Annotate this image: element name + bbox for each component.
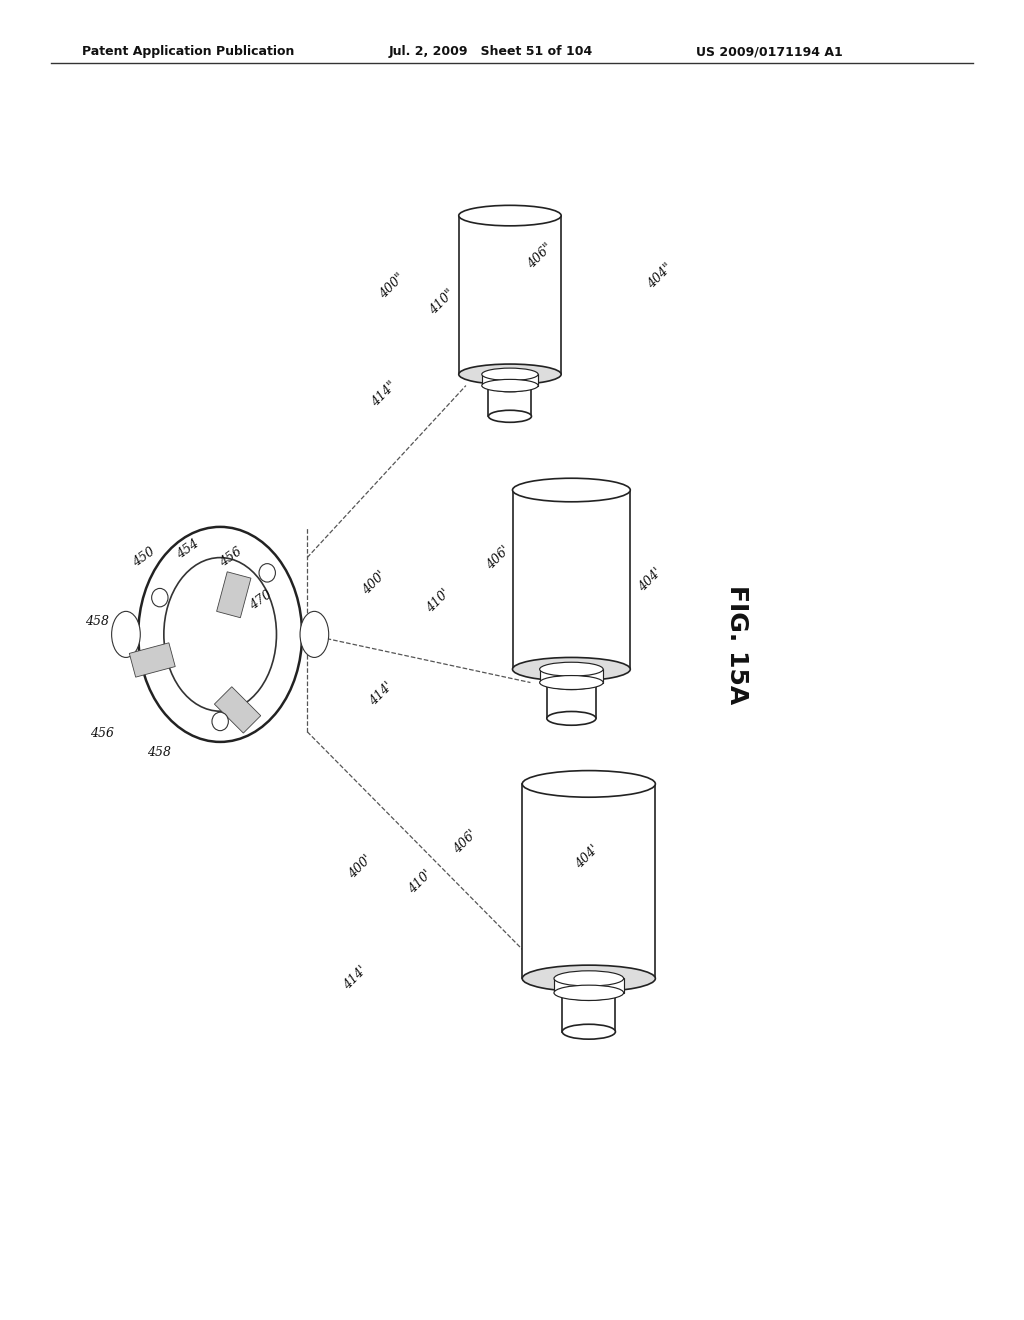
Bar bbox=[562, 993, 615, 1032]
Ellipse shape bbox=[562, 1024, 615, 1039]
Bar bbox=[488, 385, 531, 416]
Bar bbox=[522, 784, 655, 978]
Text: 400': 400' bbox=[346, 853, 375, 882]
Ellipse shape bbox=[547, 711, 596, 725]
Ellipse shape bbox=[481, 379, 539, 392]
Ellipse shape bbox=[212, 713, 228, 731]
Bar bbox=[217, 572, 251, 618]
Bar bbox=[513, 490, 631, 669]
Text: 404': 404' bbox=[636, 566, 665, 594]
Text: 414': 414' bbox=[367, 680, 395, 708]
Text: FIG. 15A: FIG. 15A bbox=[725, 585, 750, 705]
Text: 450: 450 bbox=[130, 545, 157, 570]
Text: 406': 406' bbox=[451, 828, 479, 857]
Bar bbox=[481, 375, 539, 385]
Text: 456: 456 bbox=[217, 545, 244, 570]
Text: Patent Application Publication: Patent Application Publication bbox=[82, 45, 294, 58]
Text: Jul. 2, 2009   Sheet 51 of 104: Jul. 2, 2009 Sheet 51 of 104 bbox=[389, 45, 593, 58]
Ellipse shape bbox=[522, 771, 655, 797]
Text: 470: 470 bbox=[248, 589, 274, 612]
Ellipse shape bbox=[300, 611, 329, 657]
Ellipse shape bbox=[459, 206, 561, 226]
Ellipse shape bbox=[488, 380, 531, 392]
Text: 406": 406" bbox=[524, 240, 555, 271]
Ellipse shape bbox=[513, 478, 631, 502]
Ellipse shape bbox=[152, 589, 168, 607]
Bar bbox=[547, 682, 596, 718]
Text: 454: 454 bbox=[174, 537, 201, 561]
Bar bbox=[459, 215, 561, 375]
Bar bbox=[129, 643, 175, 677]
Text: 410': 410' bbox=[406, 869, 434, 896]
Ellipse shape bbox=[112, 611, 140, 657]
Ellipse shape bbox=[554, 985, 624, 1001]
Ellipse shape bbox=[164, 557, 276, 711]
Text: 406': 406' bbox=[484, 544, 513, 572]
Ellipse shape bbox=[540, 663, 603, 676]
Bar bbox=[214, 686, 261, 733]
Ellipse shape bbox=[554, 970, 624, 986]
Ellipse shape bbox=[488, 411, 531, 422]
Text: 458: 458 bbox=[85, 615, 110, 627]
Text: 400": 400" bbox=[377, 271, 408, 301]
Text: 410': 410' bbox=[424, 586, 453, 615]
Text: 456: 456 bbox=[90, 727, 115, 741]
Bar bbox=[554, 978, 624, 993]
Ellipse shape bbox=[481, 368, 539, 380]
Ellipse shape bbox=[522, 965, 655, 991]
Text: 414': 414' bbox=[341, 964, 370, 991]
Text: 400': 400' bbox=[359, 569, 388, 598]
Ellipse shape bbox=[513, 657, 631, 681]
Text: 458: 458 bbox=[146, 746, 171, 759]
Ellipse shape bbox=[540, 676, 603, 689]
Ellipse shape bbox=[459, 364, 561, 384]
Text: US 2009/0171194 A1: US 2009/0171194 A1 bbox=[696, 45, 843, 58]
Text: 404": 404" bbox=[645, 261, 676, 292]
Ellipse shape bbox=[259, 564, 275, 582]
Bar bbox=[540, 669, 603, 682]
Text: 404': 404' bbox=[572, 842, 601, 871]
Ellipse shape bbox=[138, 527, 302, 742]
Text: 414": 414" bbox=[369, 379, 399, 409]
Ellipse shape bbox=[562, 985, 615, 1001]
Ellipse shape bbox=[547, 676, 596, 689]
Text: 410": 410" bbox=[427, 286, 458, 317]
